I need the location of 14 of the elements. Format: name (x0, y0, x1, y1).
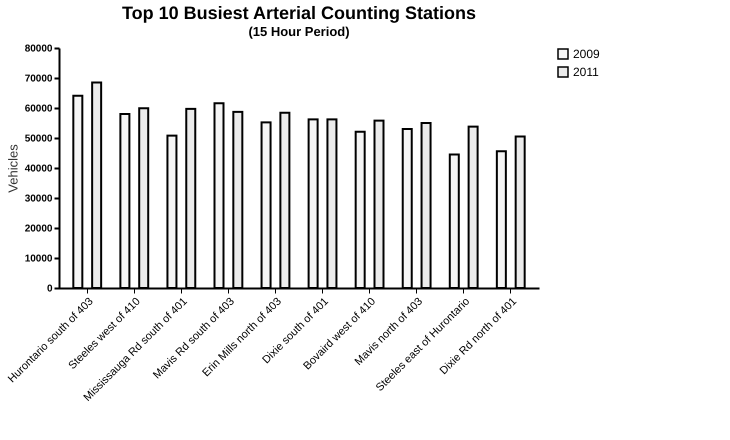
legend-label: 2009 (573, 47, 600, 61)
y-tick-label: 80000 (24, 44, 53, 54)
chart-title: Top 10 Busiest Arterial Counting Stations (122, 3, 476, 23)
y-tick-label: 60000 (24, 104, 53, 114)
chart-subtitle: (15 Hour Period) (248, 24, 350, 39)
y-tick-label: 70000 (24, 74, 53, 84)
y-tick-label: 20000 (24, 224, 53, 234)
y-tick-label: 50000 (24, 134, 53, 144)
y-axis-title: Vehicles (6, 144, 21, 193)
y-tick-label: 10000 (24, 254, 53, 264)
y-tick-label: 40000 (24, 164, 53, 174)
y-tick-label: 0 (46, 284, 53, 294)
legend-label: 2011 (573, 65, 600, 79)
y-tick-label: 30000 (24, 194, 53, 204)
